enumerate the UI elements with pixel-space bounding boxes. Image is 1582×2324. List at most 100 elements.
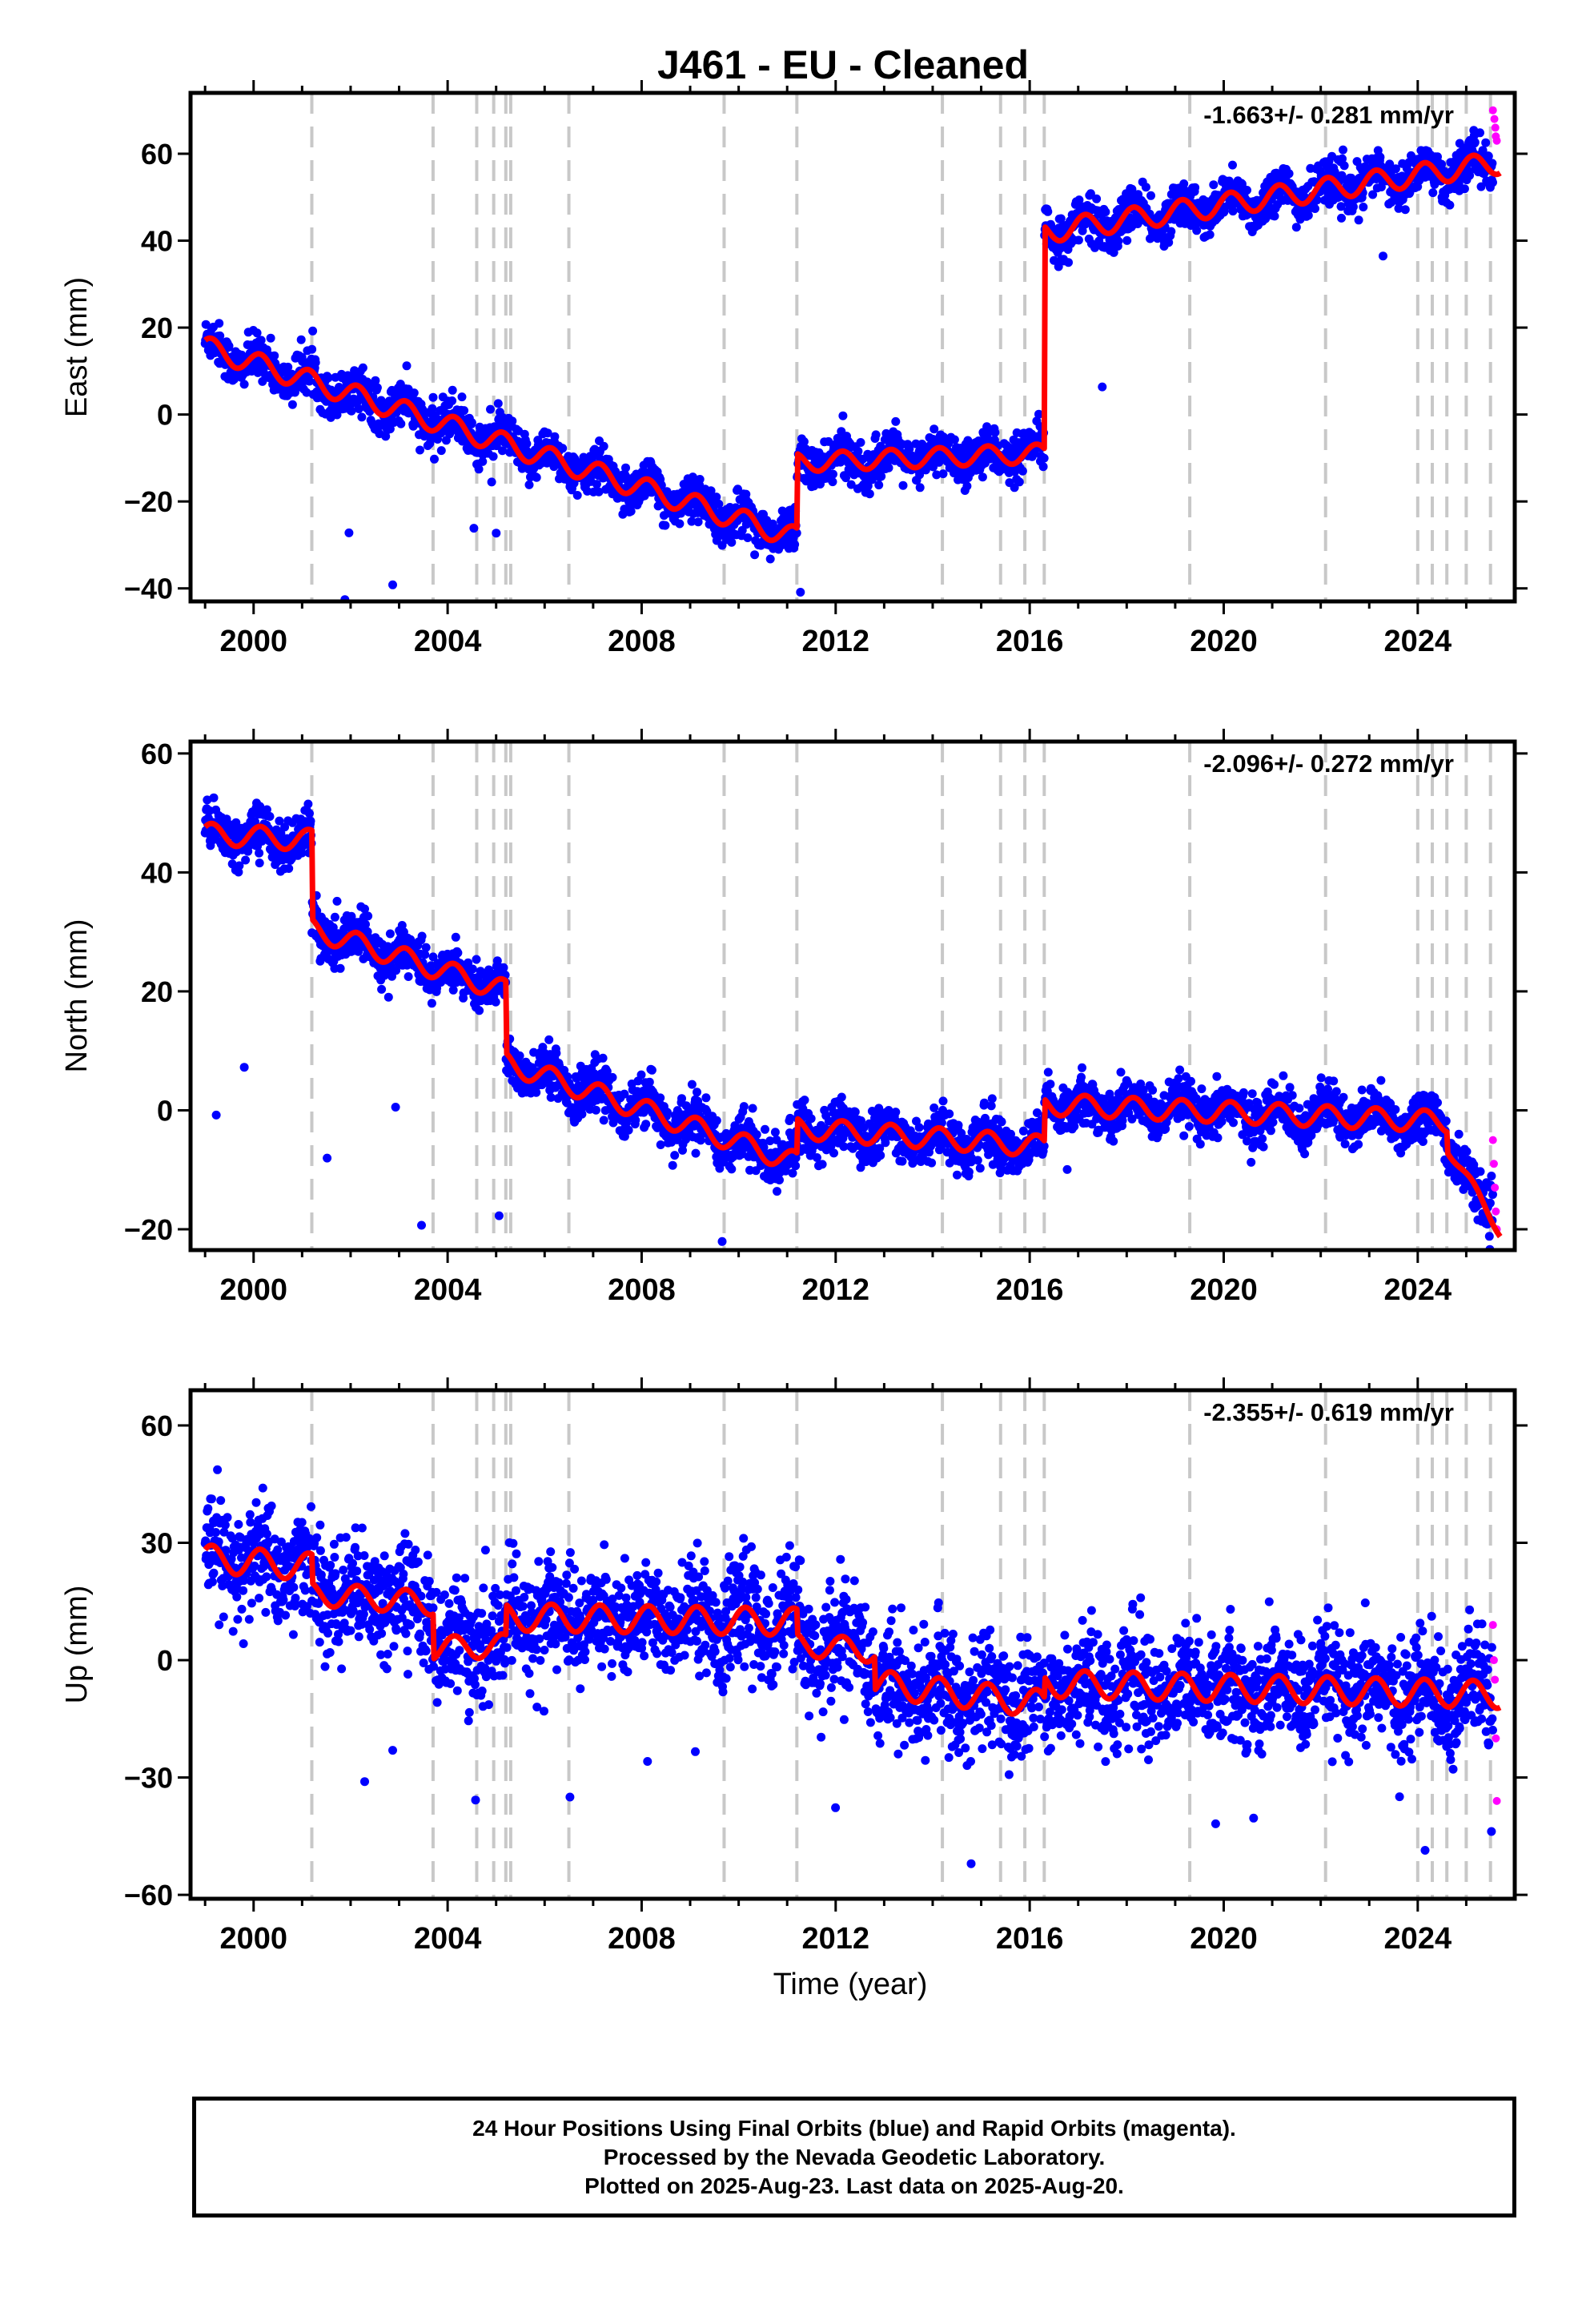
data-point	[402, 361, 412, 371]
data-point	[871, 430, 881, 440]
data-point	[792, 529, 801, 538]
data-point	[448, 396, 457, 405]
x-tick-label: 2020	[1190, 625, 1258, 658]
data-point	[1191, 183, 1200, 192]
data-point	[656, 1140, 665, 1149]
data-point	[800, 1096, 809, 1105]
data-point	[727, 537, 737, 547]
data-point	[231, 818, 241, 827]
data-point	[1484, 151, 1493, 161]
data-point	[252, 328, 262, 338]
data-point	[475, 1006, 484, 1015]
data-point	[748, 676, 757, 685]
data-point	[828, 477, 837, 487]
data-point	[270, 351, 279, 360]
data-point	[1166, 227, 1176, 236]
data-point	[850, 1108, 860, 1116]
data-point	[552, 1048, 561, 1058]
data-point	[1038, 462, 1048, 472]
data-point	[701, 1093, 711, 1103]
y-axis-label: East (mm)	[60, 277, 94, 417]
data-point	[884, 463, 893, 472]
data-point	[460, 406, 469, 416]
data-point	[377, 984, 387, 994]
data-point	[354, 404, 363, 413]
data-point	[1339, 145, 1347, 155]
data-point	[558, 444, 568, 453]
data-point	[296, 335, 306, 344]
data-point	[305, 376, 314, 386]
data-point	[624, 1125, 633, 1135]
data-point	[817, 1160, 827, 1169]
data-point	[448, 385, 457, 395]
data-point	[1090, 243, 1099, 252]
data-point	[1312, 195, 1322, 205]
data-point	[1354, 215, 1363, 225]
data-point	[215, 319, 224, 328]
data-point	[239, 380, 249, 389]
data-point	[241, 855, 251, 865]
rapid-point	[1490, 115, 1499, 123]
data-point	[1481, 138, 1491, 147]
data-point	[1311, 204, 1319, 213]
data-point	[644, 1077, 654, 1087]
data-point	[741, 489, 751, 499]
rapid-point	[1492, 136, 1501, 145]
data-point	[1179, 179, 1189, 188]
data-point	[796, 588, 805, 597]
y-tick-label: 20	[141, 312, 173, 344]
data-point	[773, 1187, 781, 1196]
data-point	[515, 1051, 524, 1060]
data-point	[499, 963, 508, 972]
data-point	[347, 911, 356, 921]
data-point	[388, 580, 397, 589]
data-point	[306, 816, 315, 826]
data-point	[1339, 161, 1349, 171]
data-point	[695, 475, 705, 484]
data-point	[436, 446, 446, 456]
data-point	[829, 1148, 838, 1158]
data-point	[1337, 213, 1346, 223]
data-point	[391, 966, 401, 975]
data-point	[1146, 191, 1155, 200]
data-point	[494, 1211, 504, 1220]
data-point	[876, 1151, 885, 1160]
data-point	[265, 812, 275, 821]
data-point	[1122, 235, 1132, 245]
data-point	[727, 1164, 737, 1174]
data-point	[416, 445, 424, 455]
data-point	[752, 1130, 761, 1140]
data-point	[914, 1123, 924, 1132]
data-point	[305, 809, 314, 818]
data-point	[675, 519, 685, 529]
data-point	[508, 416, 517, 426]
data-point	[303, 799, 313, 809]
data-point	[867, 475, 877, 485]
data-point	[1101, 207, 1110, 217]
data-point	[626, 506, 636, 516]
data-point	[383, 992, 393, 1002]
data-point	[1039, 453, 1049, 463]
data-point	[687, 1080, 697, 1089]
data-point	[841, 473, 850, 483]
data-point	[761, 1124, 769, 1134]
x-tick-label: 2012	[802, 625, 870, 658]
data-point	[488, 452, 498, 461]
data-point	[915, 470, 925, 480]
data-point	[283, 362, 293, 372]
data-point	[577, 1109, 587, 1119]
data-point	[1303, 211, 1313, 220]
data-point	[357, 412, 367, 422]
rate-annotation: -1.663+/- 0.281 mm/yr	[1203, 101, 1454, 129]
data-point	[544, 1035, 554, 1044]
data-point	[806, 1114, 816, 1124]
data-point	[683, 1372, 692, 1381]
data-point	[256, 336, 266, 345]
data-point	[1488, 178, 1497, 187]
data-point	[791, 1161, 801, 1171]
data-point	[1261, 214, 1271, 223]
y-tick-label: −20	[124, 485, 173, 518]
data-point	[409, 388, 419, 398]
data-point	[498, 446, 507, 456]
data-point	[468, 964, 477, 974]
